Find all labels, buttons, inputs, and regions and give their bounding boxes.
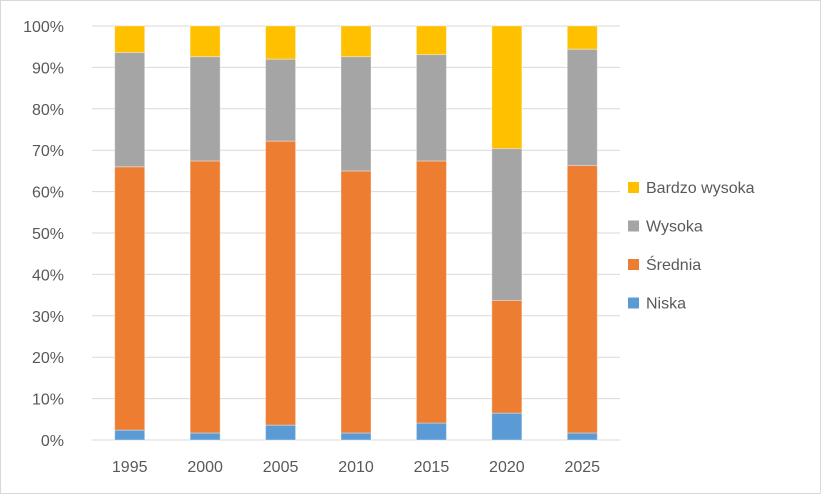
bar-segment-średnia-1995 [114,166,146,431]
y-tick-label: 0% [41,433,64,450]
bar-segment-wysoka-2020 [491,148,523,301]
legend-label: Bardzo wysoka [646,180,755,197]
bar-segment-niska-2005 [265,424,297,441]
legend-swatch [628,259,639,270]
legend-label: Niska [646,296,686,313]
bar-segment-bardzo-wysoka-2010 [340,25,372,58]
legend-item: Niska [628,296,686,313]
bar-segment-bardzo-wysoka-2000 [189,25,221,58]
y-tick-label: 30% [32,309,64,326]
legend-label: Wysoka [646,219,703,236]
bar-segment-średnia-2025 [566,165,598,434]
bar-segment-niska-2025 [566,432,598,441]
x-tick-label: 2000 [187,459,223,476]
legend-swatch [628,297,639,309]
legend-item: Średnia [628,255,701,274]
legend-item: Wysoka [628,219,703,236]
y-tick-label: 80% [32,102,64,119]
bar-segment-wysoka-2010 [340,56,372,172]
bar-segment-bardzo-wysoka-2015 [415,25,447,56]
bar-segment-niska-1995 [114,429,146,441]
x-tick-label: 2025 [564,459,600,476]
bar-segment-bardzo-wysoka-1995 [114,25,146,53]
x-tick-label: 2020 [489,459,525,476]
legend-swatch [628,220,639,232]
bar-segment-średnia-2005 [265,140,297,426]
x-tick-label: 2010 [338,459,374,476]
y-tick-label: 10% [32,392,64,409]
bar-segment-średnia-2000 [189,160,221,434]
y-tick-label: 50% [32,226,64,243]
legend-label: Średnia [646,255,701,274]
bar-segment-niska-2015 [415,422,447,441]
bar-segment-niska-2000 [189,432,221,441]
y-tick-label: 60% [32,185,64,202]
bar-segment-wysoka-2005 [265,58,297,142]
bar-segment-średnia-2015 [415,160,447,424]
bar-segment-wysoka-2000 [189,56,221,162]
y-tick-label: 40% [32,267,64,284]
bar-segment-bardzo-wysoka-2005 [265,25,297,60]
bar-segment-wysoka-2025 [566,48,598,167]
bar-segment-niska-2010 [340,432,372,441]
x-tick-label: 2005 [263,459,299,476]
legend-item: Bardzo wysoka [628,180,755,197]
x-tick-label: 1995 [112,459,148,476]
y-tick-label: 100% [23,19,64,36]
y-tick-label: 90% [32,60,64,77]
bar-segment-bardzo-wysoka-2025 [566,25,598,50]
bar-segment-średnia-2020 [491,299,523,414]
bar-segment-wysoka-2015 [415,54,447,162]
y-tick-label: 70% [32,143,64,160]
x-tick-label: 2015 [414,459,450,476]
legend-swatch [628,182,639,193]
y-tick-label: 20% [32,350,64,367]
bar-segment-bardzo-wysoka-2020 [491,25,523,150]
bar-segment-wysoka-1995 [114,51,146,168]
bar-segment-niska-2020 [491,412,523,441]
bar-segment-średnia-2010 [340,170,372,434]
